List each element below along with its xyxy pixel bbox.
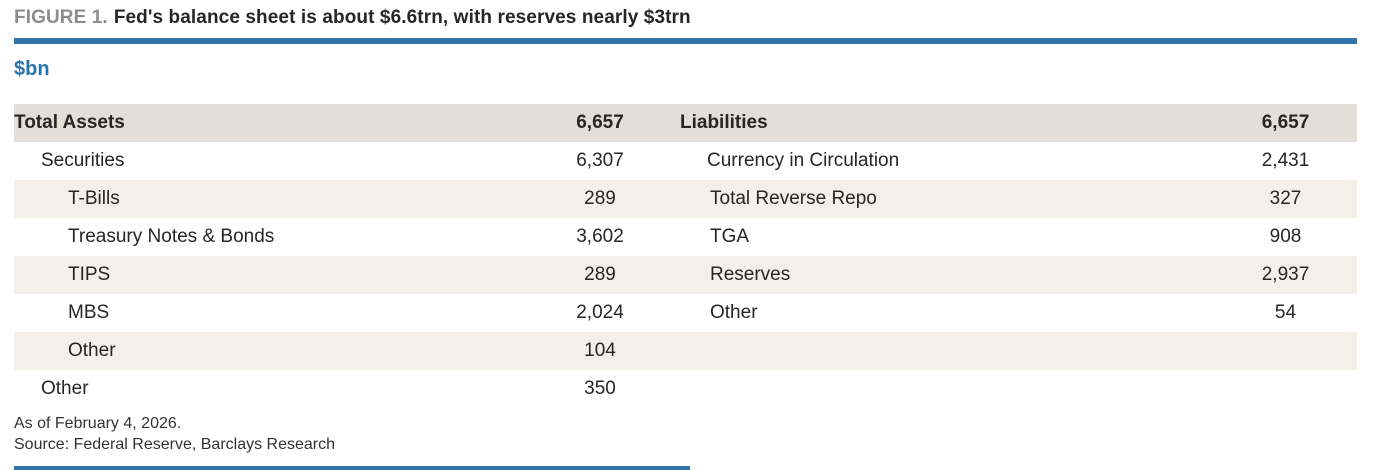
asset-value: 289 xyxy=(584,264,616,285)
table-row: Securities 6,307 Currency in Circulation… xyxy=(14,142,1357,180)
asset-label: Treasury Notes & Bonds xyxy=(68,226,275,247)
asset-value: 289 xyxy=(584,188,616,209)
asset-label: Securities xyxy=(41,150,125,171)
liability-value: 908 xyxy=(1269,226,1302,247)
source-note: Source: Federal Reserve, Barclays Resear… xyxy=(14,436,336,453)
liability-value: 54 xyxy=(1274,302,1297,323)
table-row: Other 104 xyxy=(14,332,1357,370)
asset-label: MBS xyxy=(68,302,110,323)
asset-value: 2,024 xyxy=(576,302,624,323)
asset-label: T-Bills xyxy=(68,188,120,209)
table-row: Treasury Notes & Bonds 3,602 TGA 908 xyxy=(14,218,1357,256)
asset-label: Other xyxy=(68,340,116,361)
asset-value: 3,602 xyxy=(576,226,624,247)
figure-number-label: FIGURE 1. xyxy=(14,7,108,28)
liability-value: 2,937 xyxy=(1261,264,1310,285)
table-row: T-Bills 289 Total Reverse Repo 327 xyxy=(14,180,1357,218)
figure-title: FIGURE 1. Fed's balance sheet is about $6… xyxy=(14,0,1357,29)
top-divider-rule xyxy=(14,38,1357,44)
figure-title-text: Fed's balance sheet is about $6.6trn, wi… xyxy=(113,7,691,28)
liability-label: Currency in Circulation xyxy=(707,150,900,171)
asset-value: 6,307 xyxy=(576,150,624,171)
table-row: Other 350 xyxy=(14,370,1357,408)
assets-total-value: 6,657 xyxy=(576,112,624,133)
table-row: TIPS 289 Reserves 2,937 xyxy=(14,256,1357,294)
liability-value: 327 xyxy=(1269,188,1302,209)
liability-label: Reserves xyxy=(710,264,791,285)
balance-sheet-table: Total Assets 6,657 Liabilities 6,657 Sec… xyxy=(14,104,1357,408)
units-label: $bn xyxy=(14,58,50,80)
liabilities-header-label: Liabilities xyxy=(680,112,768,133)
footnotes: As of February 4, 2026. Source: Federal … xyxy=(14,413,1357,455)
liabilities-total-value: 6,657 xyxy=(1261,112,1310,133)
asset-label: TIPS xyxy=(68,264,111,285)
asset-value: 104 xyxy=(584,340,616,361)
assets-header-label: Total Assets xyxy=(14,112,125,133)
as-of-note: As of February 4, 2026. xyxy=(14,415,182,432)
asset-label: Other xyxy=(41,378,89,399)
figure-container: FIGURE 1. Fed's balance sheet is about $6… xyxy=(14,0,1357,455)
liability-label: Total Reverse Repo xyxy=(710,188,877,209)
table-header-row: Total Assets 6,657 Liabilities 6,657 xyxy=(14,104,1357,142)
liability-label: Other xyxy=(710,302,758,323)
bottom-divider-rule xyxy=(14,466,690,470)
asset-value: 350 xyxy=(584,378,616,399)
liability-label: TGA xyxy=(710,226,750,247)
liability-value: 2,431 xyxy=(1261,150,1310,171)
table-row: MBS 2,024 Other 54 xyxy=(14,294,1357,332)
